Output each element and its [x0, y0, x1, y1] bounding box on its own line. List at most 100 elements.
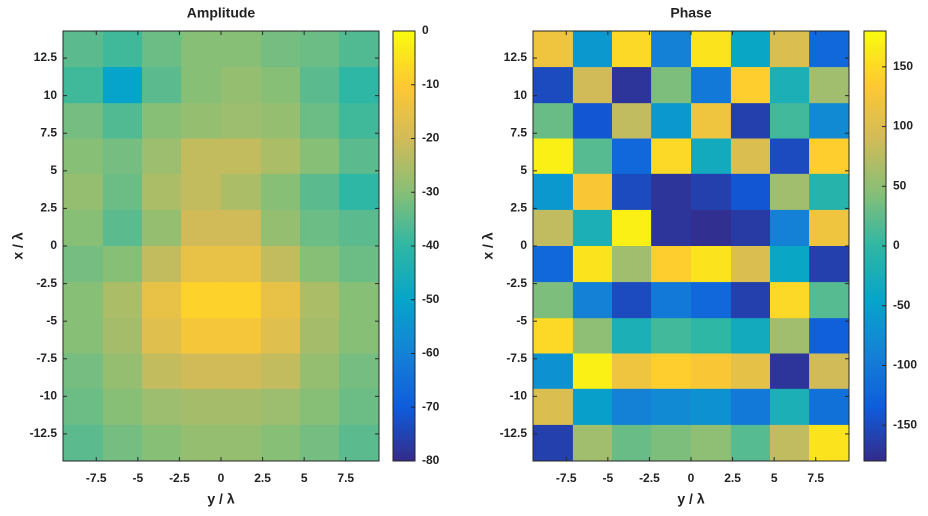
heatmap-cell [63, 103, 104, 139]
heatmap-cell [770, 282, 810, 319]
heatmap-cell [181, 209, 222, 247]
heatmap-cell [533, 173, 574, 211]
colorbar-swatch [864, 235, 886, 240]
heatmap-cell [612, 103, 652, 139]
colorbar-swatch [864, 346, 886, 351]
y-tick-label: -2.5 [36, 276, 57, 290]
colorbar-swatch [393, 70, 415, 75]
colorbar-swatch [864, 256, 886, 261]
x-tick-label: -7.5 [86, 471, 107, 485]
colorbar-swatch [393, 163, 415, 168]
colorbar-swatch [864, 407, 886, 412]
colorbar-swatch [393, 145, 415, 150]
colorbar-swatch [864, 131, 886, 136]
heatmap-cell [102, 67, 143, 104]
colorbar-swatch [864, 296, 886, 301]
chart-title: Phase [670, 5, 711, 21]
colorbar-swatch [864, 342, 886, 347]
heatmap-cell [612, 246, 652, 283]
colorbar-swatch [864, 321, 886, 326]
colorbar-swatch [393, 339, 415, 344]
colorbar-swatch [393, 378, 415, 383]
heatmap-cell [533, 318, 574, 354]
y-tick-label: -10 [40, 389, 58, 403]
colorbar-swatch [864, 99, 886, 104]
colorbar-swatch [864, 446, 886, 451]
chart-title: Amplitude [187, 5, 256, 21]
heatmap-cell [221, 246, 262, 283]
colorbar-swatch [393, 84, 415, 89]
colorbar-swatch [393, 278, 415, 283]
colorbar-swatch [864, 170, 886, 175]
heatmap-cell [730, 353, 771, 390]
colorbar-swatch [393, 246, 415, 251]
colorbar-swatch [864, 457, 886, 462]
heatmap-cell [300, 318, 340, 354]
colorbar-swatch [393, 435, 415, 440]
y-tick-label: 12.5 [34, 50, 58, 64]
colorbar-swatch [864, 217, 886, 222]
colorbar-swatch [393, 48, 415, 53]
heatmap-cell [63, 138, 104, 175]
colorbar-swatch [864, 389, 886, 394]
heatmap-cell [612, 388, 652, 426]
heatmap-cell [300, 103, 340, 139]
heatmap-cell [770, 388, 810, 426]
heatmap-cell [612, 138, 652, 175]
y-axis-label: x / λ [480, 232, 496, 259]
heatmap-cell [533, 424, 574, 462]
colorbar-swatch [393, 181, 415, 186]
colorbar-swatch [393, 102, 415, 107]
colorbar-swatch [393, 220, 415, 225]
heatmap-cell [102, 318, 143, 354]
heatmap-cell [63, 282, 104, 319]
colorbar-swatch [393, 349, 415, 354]
heatmap-cell [260, 138, 301, 175]
colorbar-swatch [864, 109, 886, 114]
colorbar-swatch [864, 278, 886, 283]
colorbar-swatch [393, 170, 415, 175]
x-tick-label: -5 [603, 471, 614, 485]
y-tick-label: 7.5 [40, 125, 57, 139]
colorbar-swatch [393, 63, 415, 68]
heatmap-cell [691, 31, 732, 68]
colorbar-swatch [393, 81, 415, 86]
heatmap-cell [300, 209, 340, 247]
colorbar-tick-label: 0 [422, 23, 429, 37]
colorbar-swatch [393, 281, 415, 286]
colorbar-swatch [864, 74, 886, 79]
heatmap-cell [181, 173, 222, 211]
heatmap-cell [691, 424, 732, 462]
y-tick-label: -12.5 [30, 426, 58, 440]
x-tick-label: 2.5 [254, 471, 271, 485]
heatmap-cell [63, 353, 104, 390]
colorbar-swatch [393, 385, 415, 390]
colorbar-tick-label: -60 [422, 346, 440, 360]
colorbar-swatch [864, 353, 886, 358]
colorbar-swatch [864, 328, 886, 333]
heatmap-cell [770, 67, 810, 104]
colorbar-swatch [393, 231, 415, 236]
heatmap-cell [612, 209, 652, 247]
heatmap-cell [730, 282, 771, 319]
colorbar-swatch [393, 213, 415, 218]
x-tick-label: 5 [301, 471, 308, 485]
colorbar-swatch [393, 52, 415, 57]
heatmap-cell [221, 31, 262, 68]
heatmap-cell [809, 173, 850, 211]
colorbar-tick-label: -20 [422, 131, 440, 145]
x-tick-label: 2.5 [724, 471, 741, 485]
colorbar-swatch [864, 403, 886, 408]
heatmap-cell [612, 31, 652, 68]
colorbar-swatch [393, 371, 415, 376]
heatmap-cell [691, 173, 732, 211]
heatmap-cell [260, 353, 301, 390]
colorbar-swatch [864, 238, 886, 243]
colorbar-swatch [393, 425, 415, 430]
x-tick-label: 0 [218, 471, 225, 485]
colorbar-swatch [393, 306, 415, 311]
heatmap-cell [651, 424, 692, 462]
heatmap-cell [730, 103, 771, 139]
colorbar-swatch [864, 435, 886, 440]
heatmap-cell [260, 282, 301, 319]
